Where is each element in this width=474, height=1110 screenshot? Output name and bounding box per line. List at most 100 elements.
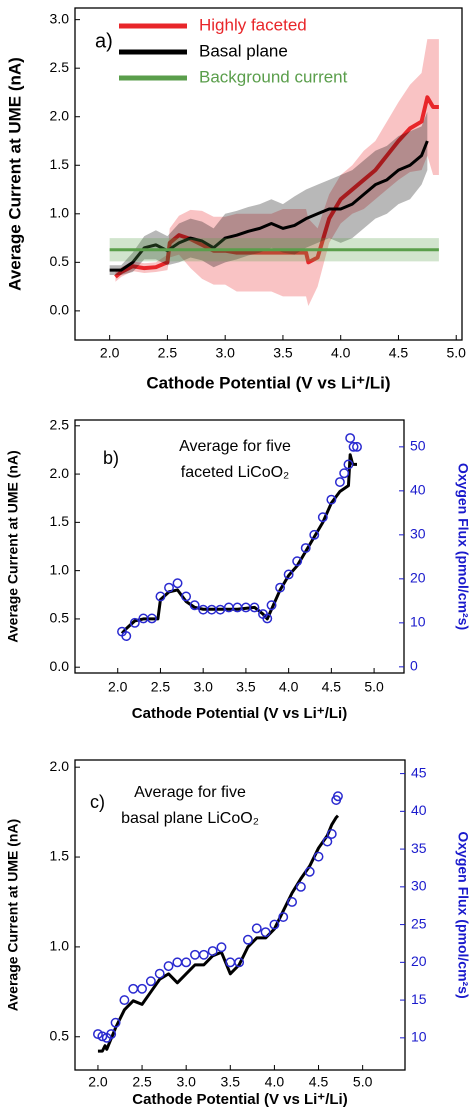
x-axis-label: Cathode Potential (V vs Li⁺/Li) — [132, 1091, 347, 1108]
data-point — [278, 912, 289, 922]
x-tick-label: 2.0 — [108, 679, 128, 695]
y-tick-label: 2.0 — [50, 758, 70, 774]
x-tick-label: 3.0 — [193, 679, 213, 695]
x-tick-label: 5.0 — [364, 679, 384, 695]
y2-tick-label: 15 — [411, 991, 427, 1007]
y-tick-label: 2.0 — [50, 465, 70, 481]
x-tick-label: 4.5 — [322, 679, 342, 695]
x-tick-label: 4.5 — [309, 1074, 329, 1090]
data-point — [97, 1031, 108, 1042]
data-point — [260, 927, 271, 938]
data-point — [339, 468, 350, 479]
y-tick-label: 1.5 — [50, 513, 70, 529]
data-point — [283, 569, 294, 580]
data-point — [348, 441, 359, 452]
error-band — [109, 111, 428, 275]
data-point — [251, 923, 262, 934]
data-point — [155, 591, 166, 602]
data-point — [121, 631, 132, 641]
x-tick-label: 2.5 — [158, 345, 178, 361]
data-point — [332, 791, 343, 802]
annotation: faceted LiCoO₂ — [181, 464, 290, 481]
y2-tick-label: 20 — [410, 570, 426, 586]
data-point — [225, 957, 236, 968]
legend-label: Highly faceted — [199, 15, 307, 34]
y-tick-label: 2.5 — [50, 59, 70, 75]
data-point — [145, 976, 156, 987]
y-tick-label: 2.0 — [50, 107, 70, 123]
y-tick-label: 1.0 — [50, 561, 70, 577]
plot-frame — [74, 7, 463, 341]
data-point — [304, 866, 315, 877]
data-point — [275, 582, 286, 593]
y-axis-label: Average Current at UME (nA) — [5, 819, 21, 1011]
data-point — [216, 942, 227, 953]
panel: 2.0 2.5 3.0 3.5 4.0 4.5 5.0 0.0 0.5 1.0 1.5 2.0 2.5 3… — [5, 7, 466, 392]
x-tick-label: 3.5 — [221, 1074, 241, 1090]
annotation: b) — [103, 448, 119, 468]
y2-tick-label: 20 — [411, 953, 427, 969]
data-point — [295, 881, 306, 892]
y-tick-label: 1.0 — [50, 205, 70, 221]
y2-tick-label: 0 — [410, 658, 418, 674]
data-point — [146, 613, 157, 624]
data-point — [234, 957, 245, 968]
data-point — [287, 896, 298, 907]
data-point — [164, 582, 174, 593]
annotation: Average for five — [134, 784, 246, 801]
y2-tick-label: 10 — [411, 1029, 427, 1045]
y-tick-label: 0.0 — [50, 658, 70, 674]
x-tick-label: 2.5 — [151, 679, 171, 695]
y2-tick-label: 30 — [411, 878, 427, 894]
x-tick-label: 4.0 — [265, 1074, 285, 1090]
legend-label: Basal plane — [199, 41, 288, 60]
data-point — [345, 433, 356, 443]
data-point — [300, 543, 311, 553]
y2-tick-label: 10 — [410, 614, 426, 630]
data-point — [128, 983, 139, 994]
y2-tick-label: 45 — [411, 764, 427, 780]
panel: 2.0 2.5 3.0 3.5 4.0 4.5 5.0 0.5 1.0 1.5 2.0 10 15 20 2… — [5, 758, 472, 1108]
data-point — [181, 591, 192, 602]
data-point — [313, 851, 324, 862]
y2-tick-label: 25 — [411, 915, 427, 931]
annotation: c) — [90, 792, 105, 812]
data-point — [129, 617, 140, 628]
y-axis-label: Average Current at UME (nA) — [5, 57, 24, 291]
x-axis-label: Cathode Potential (V vs Li⁺/Li) — [146, 373, 390, 392]
data-point — [292, 556, 303, 567]
y2-tick-label: 35 — [411, 840, 427, 856]
data-point — [334, 477, 345, 487]
data-point — [154, 968, 165, 979]
y-tick-label: 0.5 — [50, 1027, 70, 1043]
data-point — [172, 578, 183, 589]
y-tick-label: 1.5 — [50, 156, 70, 172]
data-point — [110, 1017, 121, 1028]
annotation: a) — [95, 30, 113, 52]
data-point — [262, 613, 273, 624]
data-point — [309, 529, 320, 540]
data-point — [137, 983, 148, 994]
data-point — [189, 600, 200, 611]
y-axis-label: Average Current at UME (nA) — [5, 450, 21, 642]
data-point — [198, 949, 209, 960]
y2-tick-label: 40 — [410, 482, 426, 498]
data-point — [207, 946, 218, 956]
x-tick-label: 3.0 — [176, 1074, 196, 1090]
x-tick-label: 5.0 — [446, 345, 466, 361]
y2-axis-label: Oxygen Flux (pmol/cm²s) — [455, 463, 471, 630]
y-tick-label: 3.0 — [50, 10, 70, 26]
legend-label: Background current — [199, 67, 348, 86]
data-point — [326, 494, 337, 505]
data-line — [97, 814, 340, 1053]
data-point — [343, 459, 354, 470]
x-tick-label: 4.0 — [331, 345, 351, 361]
plot-frame — [74, 419, 405, 674]
data-point — [317, 512, 328, 523]
x-tick-label: 2.5 — [132, 1074, 152, 1090]
y2-axis-label: Oxygen Flux (pmol/cm²s) — [455, 831, 471, 998]
x-tick-label: 3.5 — [236, 679, 256, 695]
x-tick-label: 2.0 — [88, 1074, 108, 1090]
